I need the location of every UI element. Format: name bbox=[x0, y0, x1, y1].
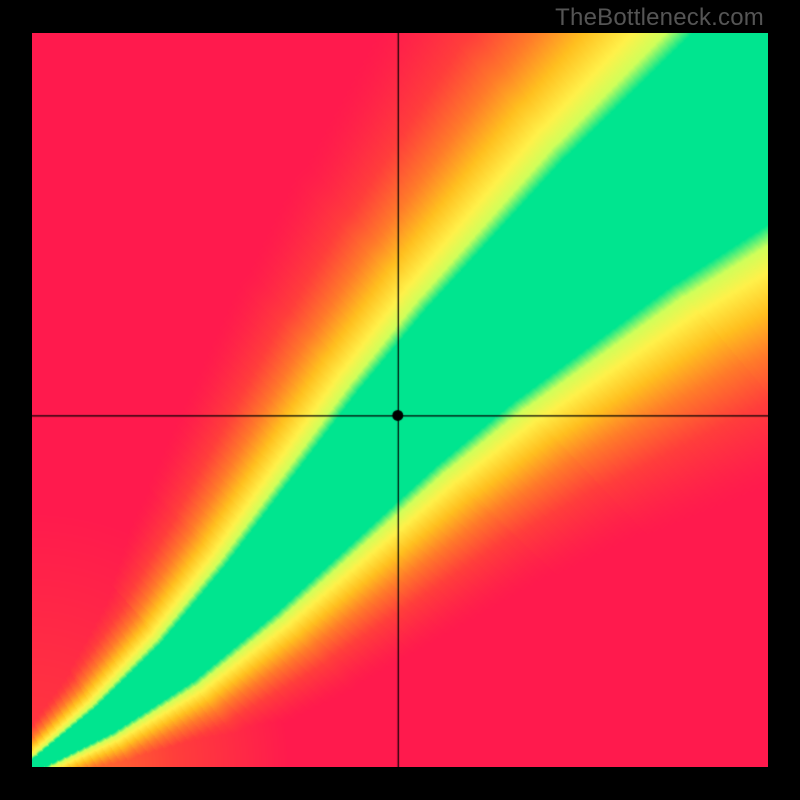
bottleneck-heatmap bbox=[32, 33, 768, 767]
watermark-text: TheBottleneck.com bbox=[555, 4, 764, 32]
